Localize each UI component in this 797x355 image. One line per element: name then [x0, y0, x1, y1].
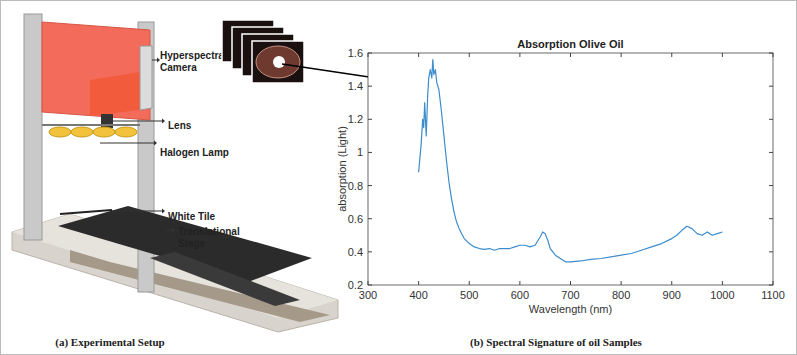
x-tick [469, 53, 470, 57]
y-tick [368, 86, 372, 87]
setup-label: White Tile [168, 211, 215, 222]
spectrum-line [419, 60, 723, 262]
y-tick [769, 218, 773, 219]
line-group [419, 60, 723, 262]
x-tick [621, 281, 622, 285]
x-tick-label: 600 [511, 289, 529, 301]
setup-drawing: HyperspectralCamera Lens Halogen Lamp White… [12, 14, 338, 332]
y-tick [769, 86, 773, 87]
x-tick [570, 281, 571, 285]
y-tick [368, 185, 372, 186]
x-tick [519, 53, 520, 57]
leader-arrow [172, 228, 175, 233]
figure: HyperspectralCamera Lens Halogen Lamp White… [0, 0, 797, 355]
label-line: Hyperspectral [160, 50, 227, 61]
setup-label: HyperspectralCamera [160, 50, 227, 73]
camera-body [90, 72, 140, 116]
x-tick-label: 800 [612, 289, 630, 301]
x-tick [418, 281, 419, 285]
setup-label: Lens [168, 120, 192, 131]
x-tick [368, 281, 369, 285]
y-tick-label: 1.4 [348, 80, 363, 92]
x-tick [773, 53, 774, 57]
y-tick [368, 53, 372, 54]
label-line: Stage [178, 238, 206, 249]
leader [113, 121, 162, 122]
x-tick [671, 53, 672, 57]
x-tick [722, 281, 723, 285]
lamp-bar [42, 124, 140, 126]
x-tick [469, 281, 470, 285]
figure-border [1, 1, 797, 355]
leader-arrow [154, 141, 157, 146]
lamp [49, 127, 71, 137]
y-tick-label: 0.4 [348, 246, 363, 258]
y-tick [368, 119, 372, 120]
x-tick [519, 281, 520, 285]
red-panel [42, 22, 150, 120]
y-tick-label: 1.6 [348, 47, 363, 59]
y-tick [769, 119, 773, 120]
x-tick [418, 53, 419, 57]
y-tick [769, 185, 773, 186]
y-tick-label: 1.2 [348, 113, 363, 125]
x-tick [722, 53, 723, 57]
stage-arm [150, 252, 300, 306]
x-tick [368, 53, 369, 57]
chart-title: Absorption Olive Oil [517, 38, 623, 50]
y-tick [368, 152, 372, 153]
image-stack [222, 20, 304, 83]
x-tick-label: 1000 [710, 289, 734, 301]
thumbnail [252, 41, 304, 83]
y-tick [769, 152, 773, 153]
x-tick-label: 1100 [761, 289, 785, 301]
y-tick [769, 53, 773, 54]
y-tick-label: 0.6 [348, 213, 363, 225]
y-tick-label: 0.2 [348, 279, 363, 291]
leader-arrow [162, 209, 165, 214]
caption: (a) Experimental Setup [55, 336, 164, 349]
x-tick [621, 53, 622, 57]
leader-arrow [162, 119, 165, 124]
lamp [93, 127, 115, 137]
x-axis-label: Wavelength (nm) [529, 303, 612, 315]
y-tick-label: 1 [357, 146, 363, 158]
white-tile [60, 210, 112, 214]
x-tick-label: 500 [460, 289, 478, 301]
y-tick [769, 285, 773, 286]
x-tick [570, 53, 571, 57]
sample-spot [273, 56, 285, 68]
label-line: Translational [178, 226, 240, 237]
caption: (b) Spectral Signature of oil Samples [470, 336, 643, 349]
y-tick [368, 285, 372, 286]
y-axis-label: absorption (Light) [336, 126, 348, 212]
setup-label: TranslationalStage [178, 226, 240, 249]
x-tick-label: 400 [409, 289, 427, 301]
y-tick [368, 251, 372, 252]
post-left [24, 14, 42, 240]
leader [112, 211, 162, 212]
leader [152, 60, 157, 61]
y-tick [769, 251, 773, 252]
x-tick [773, 281, 774, 285]
leader [100, 143, 154, 144]
x-tick-label: 700 [561, 289, 579, 301]
lamp [115, 127, 137, 137]
x-tick-label: 900 [663, 289, 681, 301]
x-tick [671, 281, 672, 285]
chart: 300400500600700800900100011000.20.40.60.… [336, 38, 785, 315]
lamp [71, 127, 93, 137]
plot-frame [368, 53, 773, 285]
y-tick-label: 0.8 [348, 180, 363, 192]
leader [165, 230, 172, 231]
sample-dish [256, 46, 300, 78]
label-line: Camera [160, 62, 197, 73]
camera-front [140, 46, 152, 110]
y-tick [368, 218, 372, 219]
setup-label: Halogen Lamp [160, 147, 229, 158]
